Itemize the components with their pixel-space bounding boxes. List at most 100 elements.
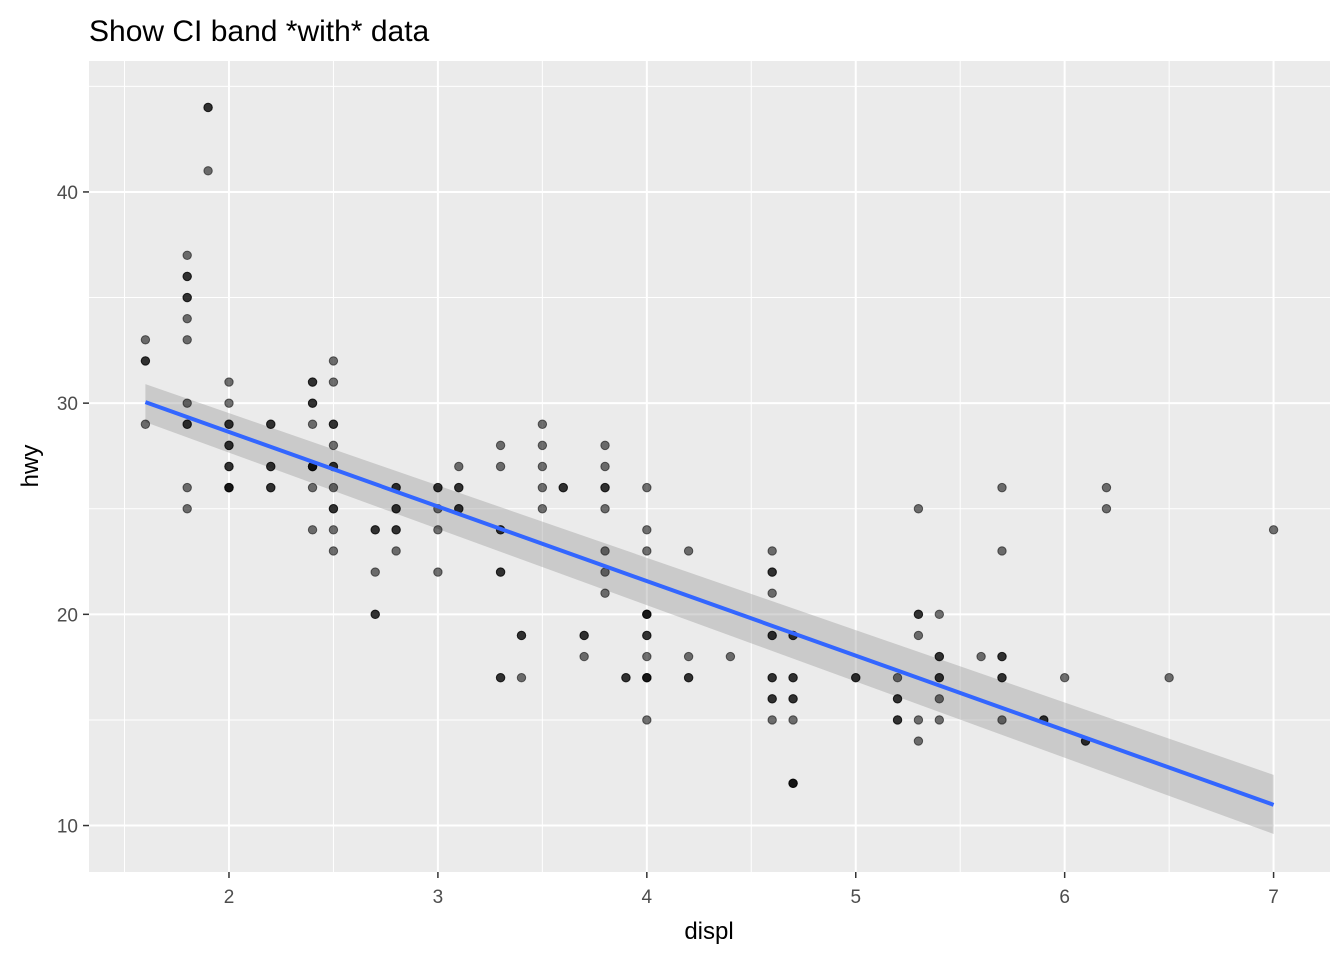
data-point: [767, 715, 777, 725]
data-point: [642, 630, 652, 641]
data-point: [1164, 672, 1174, 683]
data-point: [224, 440, 234, 451]
x-axis: 2 3 4 5 6 7: [224, 872, 1279, 908]
data-point: [788, 778, 798, 788]
data-point: [997, 546, 1007, 556]
data-point: [182, 504, 192, 514]
data-point: [182, 482, 192, 493]
data-point: [579, 651, 589, 662]
data-point: [495, 461, 506, 472]
data-point: [433, 525, 443, 535]
y-tick-label: 20: [57, 605, 78, 626]
data-point: [1101, 504, 1112, 514]
data-point: [767, 672, 777, 683]
data-point: [767, 630, 777, 641]
data-point: [913, 630, 924, 641]
data-point: [913, 736, 924, 746]
data-point: [182, 398, 192, 408]
y-tick-label: 30: [57, 394, 78, 415]
data-point: [642, 672, 652, 683]
data-point: [913, 609, 924, 620]
data-point: [767, 588, 777, 598]
data-point: [307, 398, 318, 408]
data-point: [140, 356, 151, 366]
data-point: [600, 461, 610, 472]
data-point: [621, 672, 631, 683]
data-point: [433, 482, 443, 493]
plot-panel: [89, 61, 1330, 872]
y-tick-label: 10: [57, 817, 78, 838]
data-point: [600, 504, 610, 514]
data-point: [913, 504, 924, 514]
y-axis: 10 20 30 40: [57, 183, 89, 838]
data-point: [328, 419, 339, 429]
data-point: [328, 546, 339, 556]
data-point: [934, 609, 945, 620]
ci-band: [145, 384, 1274, 834]
data-point: [182, 250, 192, 261]
data-point: [997, 651, 1007, 662]
data-point: [537, 440, 548, 451]
data-point: [892, 715, 903, 725]
regression-line: [144, 400, 1275, 807]
data-point: [224, 398, 234, 408]
data-point: [788, 672, 798, 683]
data-point: [328, 525, 339, 535]
data-point: [370, 525, 380, 535]
data-point: [767, 567, 777, 577]
data-point: [266, 419, 276, 429]
data-point: [224, 461, 234, 472]
data-point: [788, 715, 798, 725]
data-point: [516, 630, 527, 641]
data-point: [370, 609, 380, 620]
data-point: [642, 651, 652, 662]
data-point: [997, 672, 1007, 683]
data-point: [537, 461, 548, 472]
data-point: [307, 525, 318, 535]
data-point: [391, 504, 401, 514]
data-point: [600, 482, 610, 493]
data-point: [1268, 525, 1279, 535]
data-point: [182, 419, 192, 429]
chart-title: Show CI band *with* data: [89, 15, 430, 48]
x-tick-label: 6: [1059, 887, 1070, 908]
data-point: [182, 292, 192, 303]
data-point: [224, 482, 234, 493]
data-point: [328, 504, 339, 514]
data-point: [203, 166, 213, 176]
x-tick-label: 2: [224, 887, 235, 908]
data-point: [328, 440, 339, 451]
data-point: [934, 651, 945, 662]
x-tick-label: 4: [642, 887, 653, 908]
data-point: [892, 694, 903, 704]
data-point: [537, 419, 548, 429]
data-point: [683, 672, 694, 683]
data-point: [182, 335, 192, 345]
data-point: [913, 715, 924, 725]
data-point: [140, 419, 151, 429]
data-point: [203, 102, 213, 113]
y-tick-label: 40: [57, 183, 78, 204]
data-point: [892, 672, 903, 683]
fit-line: [144, 400, 1275, 807]
data-point: [934, 672, 945, 683]
data-point: [1101, 482, 1112, 493]
data-point: [767, 546, 777, 556]
data-point: [391, 525, 401, 535]
data-point: [266, 482, 276, 493]
data-point: [328, 482, 339, 493]
data-point: [537, 504, 548, 514]
data-point: [328, 377, 339, 387]
data-point: [579, 630, 589, 641]
data-point: [224, 419, 234, 429]
data-point: [328, 356, 339, 366]
data-point: [182, 313, 192, 324]
scatter-points: [140, 102, 1279, 788]
data-point: [997, 482, 1007, 493]
data-point: [307, 377, 318, 387]
data-point: [495, 440, 506, 451]
data-point: [495, 672, 506, 683]
data-point: [683, 651, 694, 662]
data-point: [851, 672, 861, 683]
